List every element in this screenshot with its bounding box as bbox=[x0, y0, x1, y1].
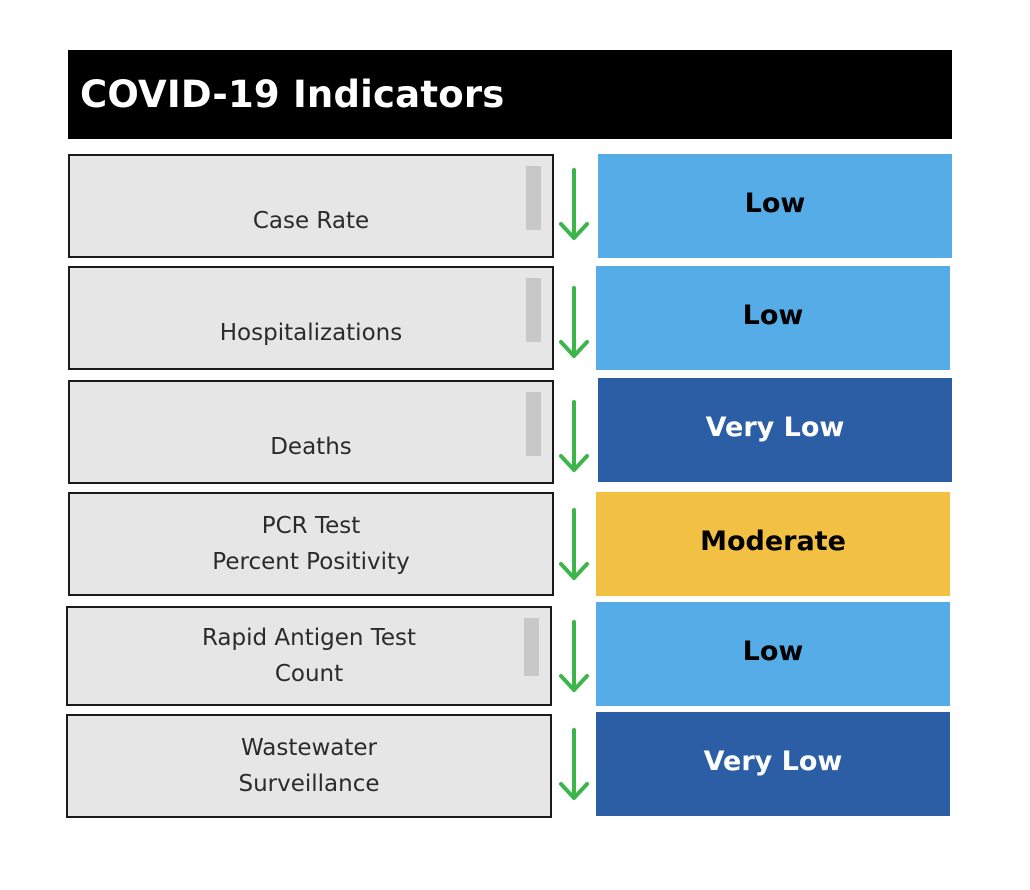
level-text: Very Low bbox=[703, 746, 843, 777]
page-title: COVID-19 Indicators bbox=[80, 73, 505, 116]
indicator-label-deaths: Deaths bbox=[68, 380, 554, 484]
level-text: Very Low bbox=[705, 412, 845, 443]
indicator-label-text: Case Rate bbox=[252, 208, 370, 234]
level-badge-very-low: Very Low bbox=[598, 378, 952, 482]
indicator-label-pcr-test: PCR Test Percent Positivity bbox=[68, 492, 554, 596]
level-badge-very-low: Very Low bbox=[596, 712, 950, 816]
scrollbar-thumb[interactable] bbox=[526, 278, 541, 342]
level-text: Low bbox=[742, 636, 804, 667]
level-text: Low bbox=[742, 300, 804, 331]
indicator-label-text: Hospitalizations bbox=[219, 320, 403, 346]
level-badge-low: Low bbox=[596, 266, 950, 370]
indicator-label-text: PCR Test bbox=[261, 513, 361, 539]
indicator-label-wastewater: Wastewater Surveillance bbox=[66, 714, 552, 818]
arrow-down-icon bbox=[559, 286, 589, 358]
indicator-label-text: Wastewater bbox=[240, 735, 378, 761]
arrow-down-icon bbox=[559, 620, 589, 692]
arrow-down-icon bbox=[559, 508, 589, 580]
indicator-label-text: Deaths bbox=[270, 434, 352, 460]
arrow-down-icon bbox=[559, 728, 589, 800]
level-badge-moderate: Moderate bbox=[596, 492, 950, 596]
scrollbar-thumb[interactable] bbox=[524, 618, 539, 676]
level-text: Low bbox=[744, 188, 806, 219]
indicator-label-rapid-antigen: Rapid Antigen Test Count bbox=[66, 606, 552, 706]
indicator-label-case-rate: Case Rate bbox=[68, 154, 554, 258]
arrow-down-icon bbox=[559, 168, 589, 240]
title-bar: COVID-19 Indicators bbox=[68, 50, 952, 139]
indicator-label-text: Rapid Antigen Test bbox=[201, 625, 417, 651]
indicator-label-text: Count bbox=[274, 661, 344, 687]
indicator-label-text: Surveillance bbox=[238, 771, 380, 797]
level-badge-low: Low bbox=[596, 602, 950, 706]
indicator-label-text: Percent Positivity bbox=[212, 549, 410, 575]
level-badge-low: Low bbox=[598, 154, 952, 258]
level-text: Moderate bbox=[700, 526, 846, 557]
indicator-label-hospitalizations: Hospitalizations bbox=[68, 266, 554, 370]
scrollbar-thumb[interactable] bbox=[526, 392, 541, 456]
scrollbar-thumb[interactable] bbox=[526, 166, 541, 230]
arrow-down-icon bbox=[559, 400, 589, 472]
